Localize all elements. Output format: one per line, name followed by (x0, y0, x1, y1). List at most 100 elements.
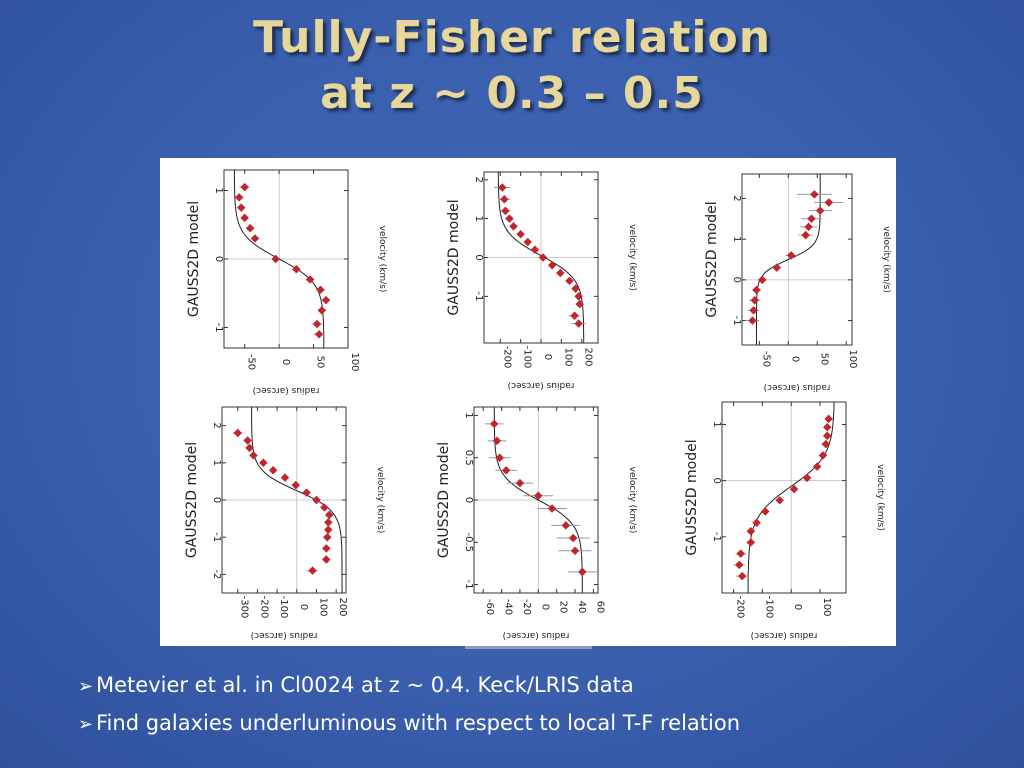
velocity-tick-label: 0 (792, 604, 803, 610)
velocity-tick-label: 0 (298, 604, 309, 610)
data-point (786, 251, 796, 260)
radius-tick-label: 0 (711, 477, 722, 483)
radius-tick-label: 0 (463, 497, 474, 503)
velocity-tick-label: 200 (583, 347, 594, 366)
rotation-curve-svg: -50 0 50 100 1 0 -1 velocity (km/s) radius (arcs… (186, 169, 387, 395)
rotation-curve-panel-4: -300 -200 -100 0 100 200 2 1 0 -1 -2 velocity (km/s… (180, 403, 390, 643)
radius-tick-label: 0 (473, 254, 484, 260)
panel-title: GAUSS2D model (684, 439, 700, 555)
bullet-list: ➢ Metevier et al. in Cl0024 at z ~ 0.4. K… (78, 668, 978, 744)
radius-axis-label: radius (arcsec) (251, 630, 318, 640)
data-point (312, 495, 321, 505)
data-point (271, 254, 280, 264)
velocity-tick-label: -50 (760, 351, 771, 367)
velocity-tick-label: 40 (576, 601, 587, 614)
data-point (823, 431, 832, 440)
velocity-tick-label: -200 (258, 596, 269, 619)
radius-axis-label: radius (arcsec) (253, 385, 320, 395)
data-point (323, 532, 332, 542)
velocity-tick-label: -100 (763, 596, 774, 619)
data-point (317, 306, 327, 315)
data-point (505, 214, 514, 223)
slide-title: Tully-Fisher relation at z ~ 0.3 – 0.5 (0, 10, 1024, 122)
radius-tick-label: 1 (463, 412, 474, 418)
data-point (320, 503, 329, 512)
data-point (561, 521, 571, 530)
rotation-curve-svg: -200 -100 0 100 200 2 1 0 -1 velocity (km/s) radiu… (446, 171, 637, 390)
data-point (501, 466, 511, 475)
data-point (249, 451, 258, 460)
data-point (772, 263, 781, 272)
bullet-text-2: Find galaxies underluminous with respect… (96, 711, 741, 735)
velocity-tick-label: 100 (847, 349, 858, 368)
velocity-tick-label: 100 (349, 352, 360, 371)
data-point (324, 518, 333, 527)
velocity-tick-label: 50 (818, 353, 829, 366)
bullet-arrow-icon: ➢ (78, 676, 94, 697)
data-point (775, 496, 784, 505)
data-point (305, 275, 315, 284)
radius-tick-label: 1 (473, 215, 484, 221)
data-point (749, 306, 758, 315)
data-point (547, 504, 557, 513)
data-point (280, 473, 290, 482)
rotation-curve-panel-6: -200 -100 0 100 1 0 -1 velocity (km/s) radius (a… (680, 398, 890, 643)
panel-title: GAUSS2D model (436, 442, 452, 558)
rotation-curve-panel-2: -200 -100 0 100 200 2 1 0 -1 velocity (km/s) radiu… (442, 168, 642, 393)
data-point (574, 319, 583, 328)
plot-frame (721, 401, 847, 594)
data-point (812, 462, 822, 471)
radius-axis-label: radius (arcsec) (503, 630, 570, 640)
data-point (240, 213, 249, 223)
velocity-tick-label: -40 (503, 599, 514, 615)
data-point (509, 222, 518, 231)
data-point (500, 194, 509, 204)
panel-title: GAUSS2D model (184, 442, 200, 558)
data-point (815, 206, 825, 215)
velocity-tick-label: -100 (278, 596, 289, 619)
velocity-tick-label: -300 (239, 596, 250, 619)
velocity-tick-label: 0 (789, 356, 800, 362)
data-point (236, 203, 246, 212)
data-point (534, 491, 543, 501)
radius-tick-label: -1 (473, 291, 484, 301)
radius-tick-label: 1 (731, 236, 742, 242)
rotation-curve-panel-3: -50 0 50 100 2 1 0 -1 velocity (km/s) radius (arc… (700, 170, 896, 395)
velocity-tick-label: 200 (337, 597, 348, 616)
data-point (322, 544, 331, 553)
rotation-curve-panel-5: -60 -40 -20 0 20 40 60 1 0.5 0 -0.5 -1 velocity (km/… (432, 403, 642, 643)
data-point (498, 183, 507, 192)
data-point (750, 295, 759, 305)
data-point (556, 268, 565, 278)
model-curve (747, 401, 835, 594)
data-point (240, 182, 249, 192)
data-point (324, 525, 333, 535)
data-point (736, 549, 745, 558)
data-point (824, 414, 833, 424)
radius-tick-label: 1 (211, 460, 222, 466)
data-point (804, 222, 813, 232)
radius-axis-label: radius (arcsec) (751, 630, 818, 640)
data-point (234, 193, 244, 202)
rotation-curve-svg: -300 -200 -100 0 100 200 2 1 0 -1 -2 velocity (km/s… (184, 406, 385, 640)
plot-frame (741, 173, 853, 346)
data-point (302, 488, 311, 497)
velocity-tick-label: 0 (539, 604, 550, 610)
title-line-2: at z ~ 0.3 – 0.5 (320, 68, 704, 119)
data-point (578, 567, 587, 577)
data-point (752, 518, 761, 528)
velocity-tick-label: 60 (594, 601, 605, 614)
velocity-tick-label: -60 (484, 599, 495, 615)
rotation-curve-svg: -200 -100 0 100 1 0 -1 velocity (km/s) radius (a… (684, 401, 885, 640)
velocity-axis-label: velocity (km/s) (627, 467, 637, 534)
radius-tick-label: -0.5 (463, 533, 474, 553)
velocity-tick-label: -20 (521, 599, 532, 615)
radius-tick-label: -1 (463, 580, 474, 590)
rotation-curve-panel-1: -50 0 50 100 1 0 -1 velocity (km/s) radius (arcs… (182, 166, 392, 398)
radius-tick-label: 0 (211, 497, 222, 503)
velocity-tick-label: 50 (315, 356, 326, 369)
velocity-tick-label: -200 (735, 596, 746, 619)
velocity-axis-label: velocity (km/s) (377, 226, 387, 293)
data-point (752, 285, 761, 295)
rotation-curve-svg: -60 -40 -20 0 20 40 60 1 0.5 0 -0.5 -1 velocity (km/… (436, 406, 637, 640)
